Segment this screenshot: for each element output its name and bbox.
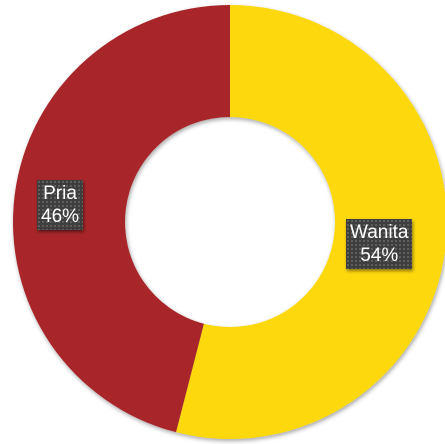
slice-pria (12, 4, 230, 433)
slice-wanita (176, 5, 445, 439)
data-label-pria: Pria 46% (37, 180, 84, 230)
data-label-wanita-percent: 54% (360, 245, 399, 266)
data-label-pria-category: Pria (43, 183, 77, 204)
data-label-pria-percent: 46% (41, 206, 80, 227)
data-label-wanita: Wanita 54% (346, 219, 413, 269)
data-label-wanita-category: Wanita (350, 222, 409, 243)
